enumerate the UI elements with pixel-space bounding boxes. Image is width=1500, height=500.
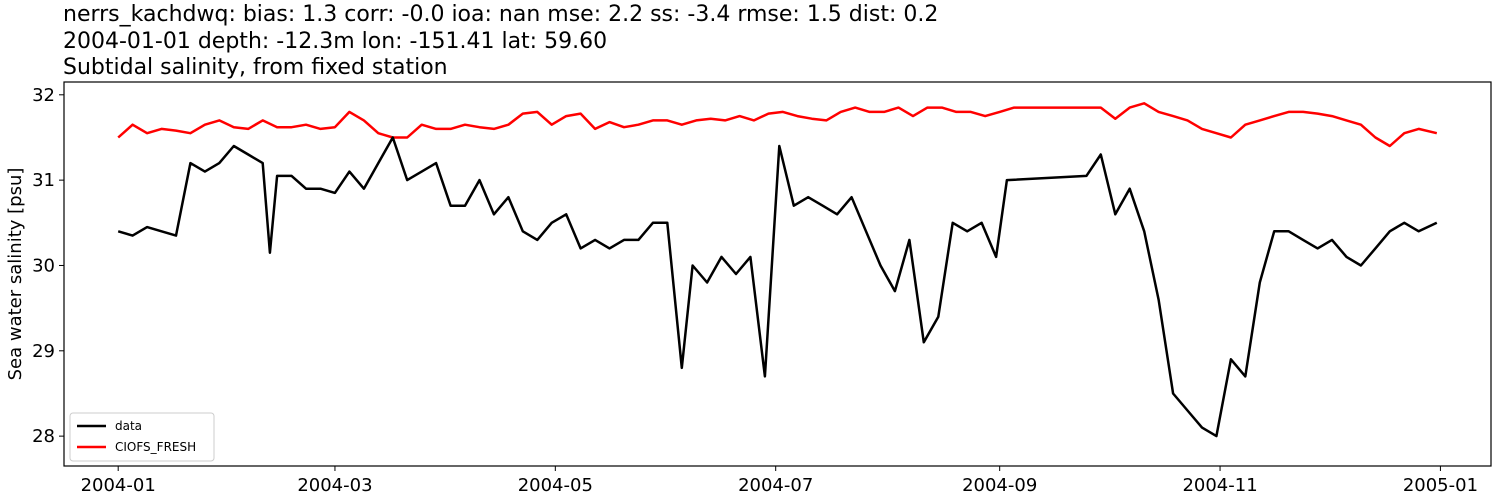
y-tick-label: 29 (32, 341, 55, 362)
y-tick-label: 28 (32, 426, 55, 447)
y-axis-label: Sea water salinity [psu] (5, 168, 26, 381)
legend-label-ciofs: CIOFS_FRESH (115, 440, 196, 454)
x-tick-label: 2004-07 (738, 475, 813, 496)
y-tick-label: 30 (32, 255, 55, 276)
chart-subtitle-2: Subtidal salinity, from fixed station (63, 55, 448, 80)
x-tick-label: 2004-09 (962, 475, 1037, 496)
x-tick-label: 2004-01 (81, 475, 156, 496)
x-tick-label: 2004-03 (297, 475, 372, 496)
series-line-data (117, 136, 1438, 438)
chart-subtitle: 2004-01-01 depth: -12.3m lon: -151.41 la… (63, 29, 608, 54)
legend: data CIOFS_FRESH (69, 412, 215, 462)
x-tick-label: 2005-01 (1403, 475, 1478, 496)
plot-frame (63, 81, 1492, 467)
legend-label-data: data (115, 419, 142, 433)
y-tick-label: 32 (32, 85, 55, 106)
series-line-ciofs-fresh (117, 102, 1438, 148)
x-tick-label: 2004-05 (518, 475, 593, 496)
chart-title: nerrs_kachdwq: bias: 1.3 corr: -0.0 ioa:… (63, 2, 939, 27)
y-tick-label: 31 (32, 170, 55, 191)
x-tick-label: 2004-11 (1182, 475, 1257, 496)
